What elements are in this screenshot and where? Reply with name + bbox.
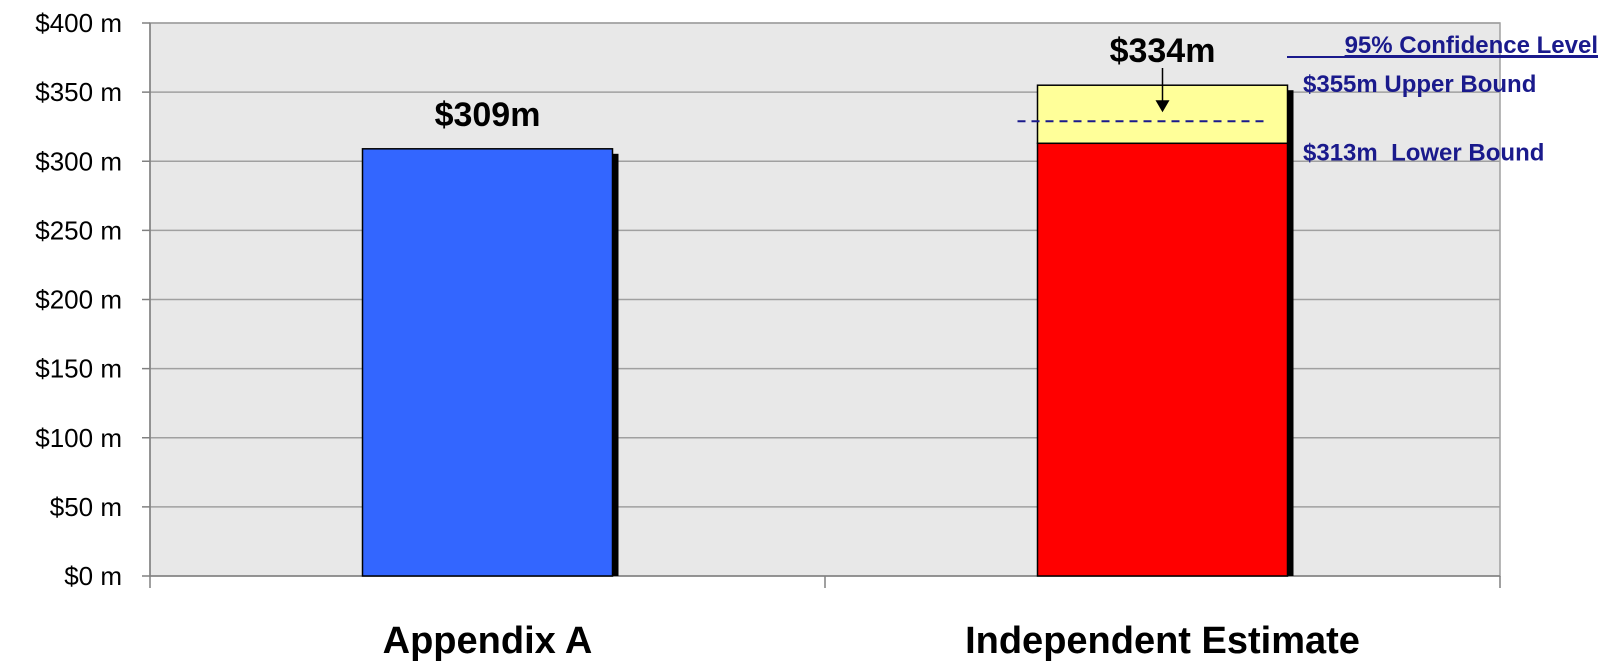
y-tick-label: $150 m [35,354,122,384]
data-label: $309m [435,96,541,134]
y-tick-label: $300 m [35,146,122,176]
y-tick-label: $200 m [35,285,122,315]
bar [363,149,613,576]
bar-shadow [1288,90,1294,576]
category-label: Independent Estimate [965,620,1360,661]
upper-bound-label: $355m Upper Bound [1303,71,1536,98]
y-tick-label: $350 m [35,77,122,107]
category-label: Appendix A [383,620,593,661]
y-tick-label: $0 m [64,561,122,591]
bar-shadow [613,154,619,576]
confidence-level-title: 95% Confidence Level [1345,32,1598,59]
y-axis: $0 m $50 m $100 m $150 m $200 m $250 m $300 m $… [35,8,150,591]
data-label: $334m [1110,32,1216,70]
y-tick-label: $50 m [50,492,122,522]
bar [1038,143,1288,576]
lower-bound-label: $313m Lower Bound [1303,139,1544,166]
y-tick-label: $250 m [35,215,122,245]
x-axis: Appendix A Independent Estimate [150,576,1500,661]
y-tick-label: $400 m [35,8,122,38]
y-tick-label: $100 m [35,423,122,453]
